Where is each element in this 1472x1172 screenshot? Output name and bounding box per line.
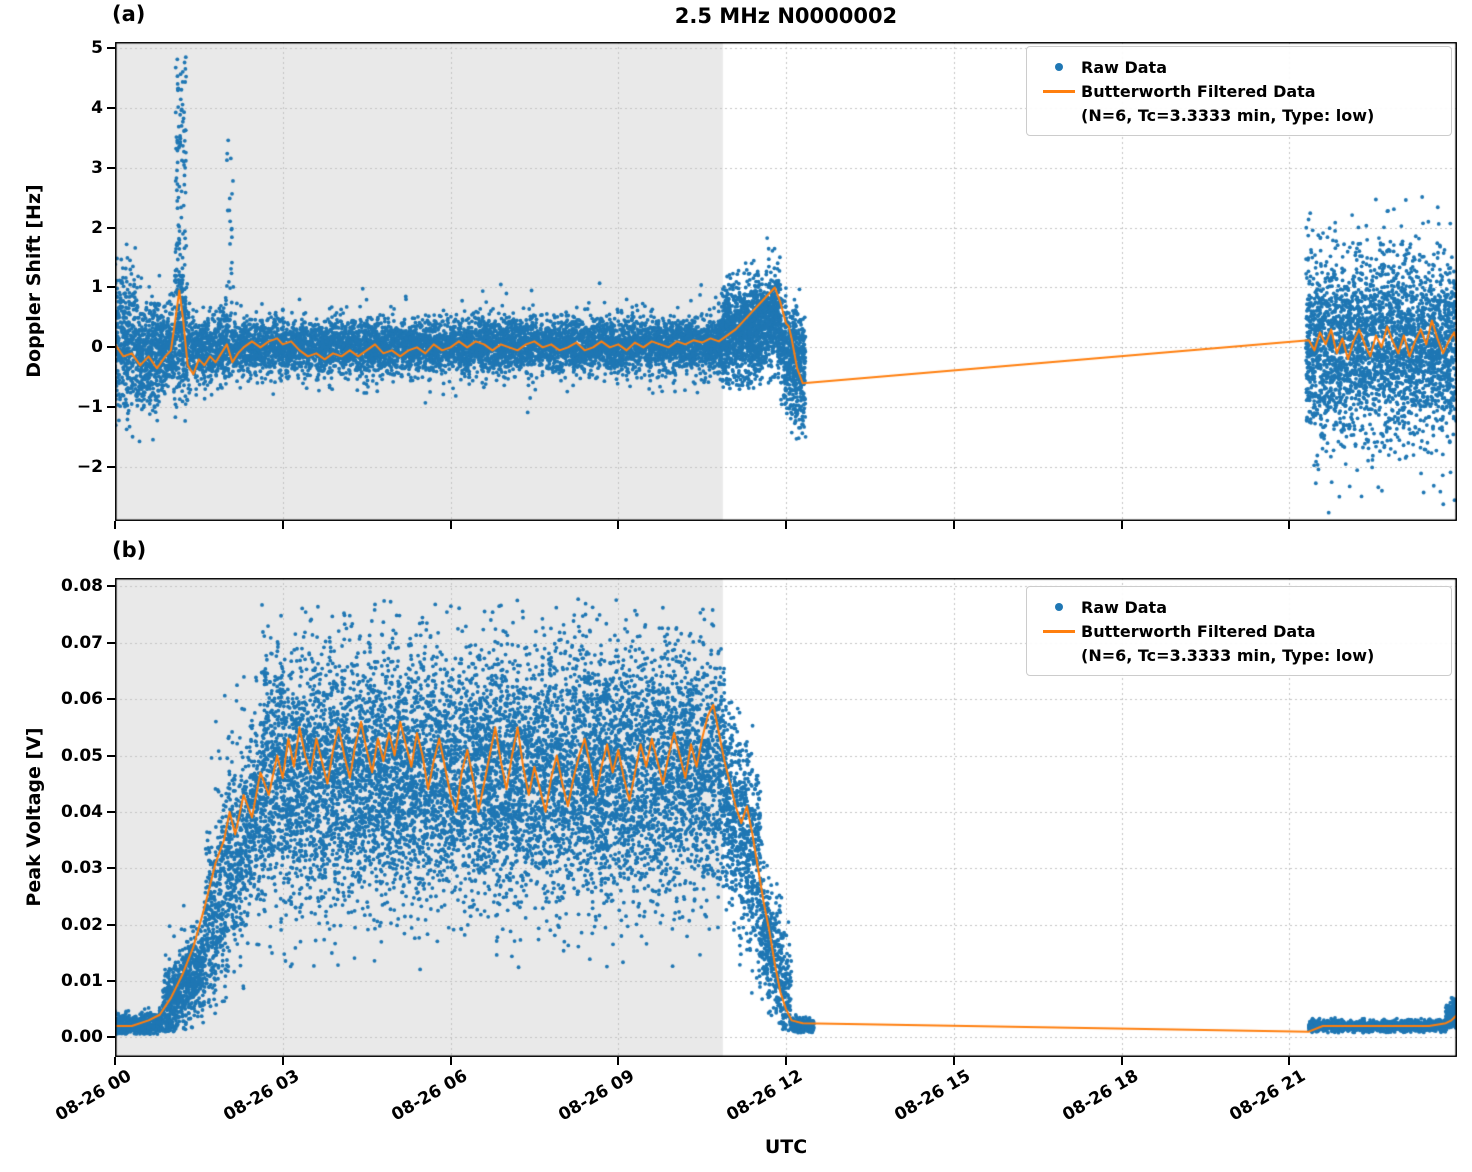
y-tick-mark [107,755,115,757]
legend-entry-filtered-sub: (N=6, Tc=3.3333 min, Type: low) [1081,643,1441,667]
legend-entry-raw: Raw Data [1037,55,1441,79]
legend-filtered-label: Butterworth Filtered Data [1081,81,1316,101]
panel-b-label: (b) [112,538,147,562]
y-tick-label: 0.03 [61,858,103,878]
legend-filtered-sublabel: (N=6, Tc=3.3333 min, Type: low) [1081,645,1375,665]
y-tick-label: 0.05 [61,746,103,766]
x-tick-mark [1288,1057,1290,1065]
y-tick-mark [107,167,115,169]
legend-raw-label: Raw Data [1081,57,1167,77]
y-tick-mark [107,642,115,644]
y-tick-mark [107,346,115,348]
x-tick-label: 08-26 09 [555,1066,638,1126]
panel-a-legend: Raw Data Butterworth Filtered Data (N=6,… [1026,46,1452,136]
x-tick-label: 08-26 12 [723,1066,806,1126]
y-tick-label: −2 [76,457,103,477]
x-tick-label: 08-26 00 [52,1066,135,1126]
y-tick-label: −1 [76,397,103,417]
y-tick-mark [107,811,115,813]
y-tick-mark [107,107,115,109]
legend-entry-filtered: Butterworth Filtered Data [1037,619,1441,643]
panel-a-label: (a) [112,2,146,26]
legend-entry-raw: Raw Data [1037,595,1441,619]
x-tick-mark [1121,521,1123,529]
x-tick-label: 08-26 06 [388,1066,471,1126]
legend-entry-filtered-sub: (N=6, Tc=3.3333 min, Type: low) [1081,103,1441,127]
y-tick-label: 0 [91,337,103,357]
x-tick-mark [953,521,955,529]
y-tick-mark [107,698,115,700]
x-axis-label: UTC [764,1136,808,1158]
x-tick-mark [1121,1057,1123,1065]
x-tick-label: 08-26 15 [891,1066,974,1126]
x-tick-mark [785,1057,787,1065]
y-tick-mark [107,867,115,869]
y-tick-mark [107,406,115,408]
x-tick-mark [282,521,284,529]
x-tick-mark [785,521,787,529]
y-tick-label: 4 [91,98,103,118]
y-tick-mark [107,227,115,229]
y-tick-label: 5 [91,38,103,58]
y-tick-mark [107,585,115,587]
y-tick-label: 0.04 [61,802,103,822]
x-tick-mark [1288,521,1290,529]
x-tick-mark [617,521,619,529]
chart-title: 2.5 MHz N0000002 [674,4,898,28]
panel-b-legend: Raw Data Butterworth Filtered Data (N=6,… [1026,586,1452,676]
y-tick-mark [107,924,115,926]
legend-filtered-label: Butterworth Filtered Data [1081,621,1316,641]
raw-data-marker-icon [1037,603,1081,611]
x-tick-mark [114,1057,116,1065]
x-tick-mark [617,1057,619,1065]
y-tick-label: 3 [91,158,103,178]
x-tick-mark [450,1057,452,1065]
y-tick-label: 0.02 [61,915,103,935]
x-tick-mark [450,521,452,529]
y-tick-label: 0.06 [61,689,103,709]
y-tick-mark [107,1036,115,1038]
y-tick-label: 0.00 [61,1027,103,1047]
filtered-line-marker-icon [1037,629,1081,633]
y-tick-label: 2 [91,218,103,238]
y-tick-mark [107,47,115,49]
y-tick-mark [107,466,115,468]
y-tick-mark [107,286,115,288]
x-tick-mark [282,1057,284,1065]
legend-raw-label: Raw Data [1081,597,1167,617]
x-tick-label: 08-26 03 [220,1066,303,1126]
legend-entry-filtered: Butterworth Filtered Data [1037,79,1441,103]
x-tick-label: 08-26 18 [1059,1066,1142,1126]
y-tick-mark [107,980,115,982]
y-tick-label: 0.08 [61,576,103,596]
x-tick-label: 08-26 21 [1226,1066,1309,1126]
filtered-line-marker-icon [1037,89,1081,93]
raw-data-marker-icon [1037,63,1081,71]
y-tick-label: 0.07 [61,633,103,653]
x-tick-mark [114,521,116,529]
y-tick-label: 1 [91,277,103,297]
y-tick-label: 0.01 [61,971,103,991]
legend-filtered-sublabel: (N=6, Tc=3.3333 min, Type: low) [1081,105,1375,125]
x-tick-mark [953,1057,955,1065]
